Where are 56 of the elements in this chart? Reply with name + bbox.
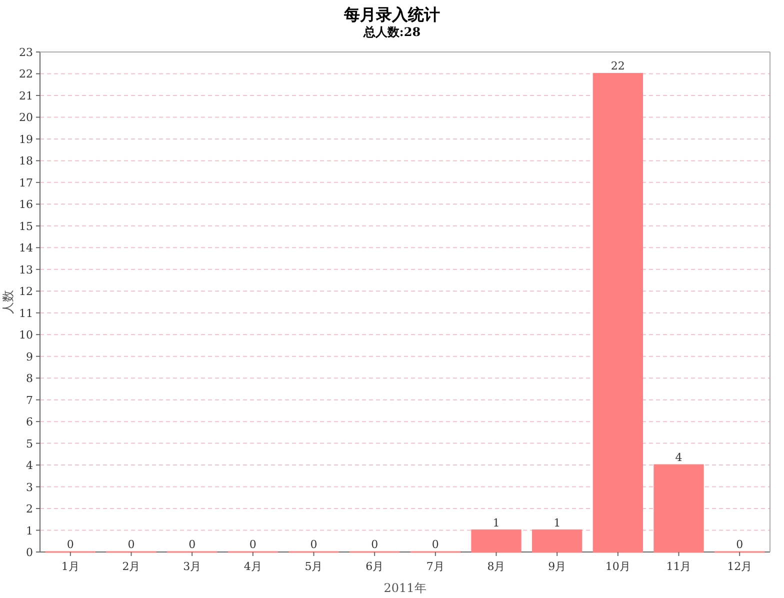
y-tick-label: 2 bbox=[26, 502, 33, 516]
data-label: 0 bbox=[432, 538, 439, 551]
data-label: 4 bbox=[675, 451, 682, 464]
y-tick-label: 0 bbox=[26, 546, 33, 559]
data-label: 0 bbox=[66, 538, 74, 551]
y-tick-label: 21 bbox=[19, 89, 33, 102]
y-tick-label: 20 bbox=[19, 111, 33, 124]
x-tick-label: 2月 bbox=[122, 560, 140, 573]
y-tick-label: 23 bbox=[19, 46, 33, 59]
bar bbox=[532, 530, 582, 553]
x-tick-label: 1月 bbox=[61, 560, 80, 573]
x-tick-label: 7月 bbox=[426, 560, 444, 573]
y-tick-label: 7 bbox=[26, 394, 33, 407]
x-tick-label: 11月 bbox=[666, 560, 692, 573]
y-tick-label: 8 bbox=[26, 372, 33, 386]
y-tick-label: 18 bbox=[19, 154, 33, 168]
y-tick-label: 11 bbox=[19, 306, 33, 320]
y-axis-title: 人数 bbox=[1, 290, 15, 314]
y-tick-label: 3 bbox=[26, 480, 33, 494]
y-tick-label: 1 bbox=[26, 524, 33, 538]
data-label: 1 bbox=[554, 516, 561, 530]
y-tick-label: 17 bbox=[19, 176, 33, 190]
data-label: 0 bbox=[249, 538, 256, 551]
data-label: 22 bbox=[610, 60, 625, 73]
y-tick-label: 6 bbox=[26, 416, 33, 429]
y-tick-label: 5 bbox=[26, 437, 33, 450]
chart-subtitle: 总人数:28 bbox=[362, 25, 421, 39]
y-tick-label: 15 bbox=[19, 220, 33, 233]
y-tick-label: 16 bbox=[19, 198, 33, 212]
y-tick-label: 14 bbox=[19, 242, 33, 255]
y-tick-label: 10 bbox=[19, 328, 33, 342]
x-tick-label: 10月 bbox=[605, 560, 630, 573]
y-tick-label: 13 bbox=[19, 263, 33, 276]
data-label: 1 bbox=[492, 516, 500, 530]
bar bbox=[654, 464, 704, 553]
y-tick-label: 22 bbox=[19, 68, 33, 81]
data-label: 0 bbox=[310, 538, 318, 551]
x-tick-label: 4月 bbox=[244, 560, 262, 573]
data-label: 0 bbox=[736, 538, 744, 551]
x-tick-label: 8月 bbox=[487, 560, 506, 573]
x-tick-label: 12月 bbox=[727, 560, 752, 573]
x-tick-label: 3月 bbox=[183, 560, 202, 573]
bar bbox=[592, 72, 643, 553]
x-tick-label: 5月 bbox=[304, 560, 323, 573]
data-label: 0 bbox=[188, 538, 196, 551]
chart-title: 每月录入统计 bbox=[343, 5, 440, 24]
x-tick-label: 9月 bbox=[548, 560, 566, 573]
data-label: 0 bbox=[128, 538, 135, 551]
bar bbox=[471, 530, 522, 553]
x-tick-label: 6月 bbox=[366, 560, 384, 573]
y-tick-label: 12 bbox=[19, 285, 33, 298]
y-tick-label: 9 bbox=[26, 350, 33, 364]
data-label: 0 bbox=[371, 538, 378, 551]
y-tick-label: 4 bbox=[26, 459, 33, 472]
x-axis-title: 2011年 bbox=[384, 581, 426, 595]
y-tick-label: 19 bbox=[19, 132, 33, 146]
